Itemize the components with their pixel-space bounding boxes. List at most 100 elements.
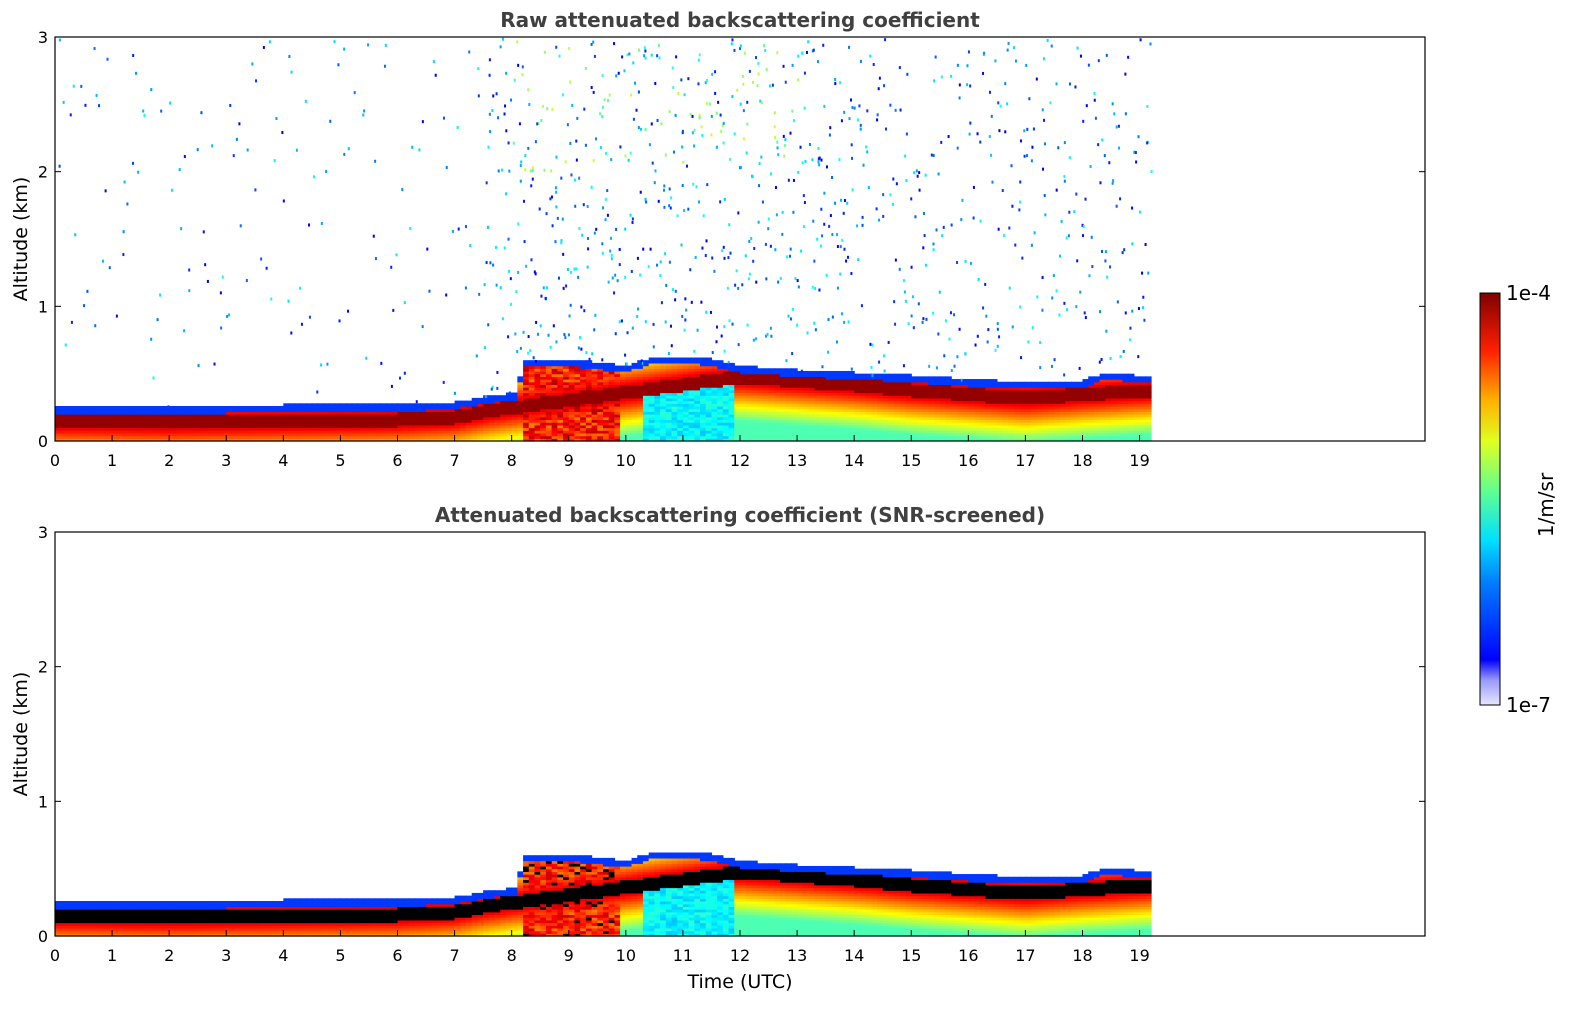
heatmap-cell — [545, 438, 553, 442]
heatmap-cell — [882, 389, 890, 394]
heatmap-cell — [728, 379, 735, 383]
heatmap-cell — [357, 411, 364, 415]
noise-speck — [590, 185, 593, 189]
noise-speck — [669, 206, 672, 210]
heatmap-cell — [483, 414, 490, 418]
noise-speck — [639, 190, 642, 194]
heatmap-cell — [311, 414, 319, 418]
heatmap-cell — [386, 411, 393, 415]
noise-speck — [570, 173, 573, 177]
heatmap-cell — [169, 438, 176, 442]
heatmap-cell — [648, 414, 655, 418]
heatmap-cell — [751, 392, 758, 396]
heatmap-cell — [563, 387, 570, 391]
heatmap-cell — [403, 411, 410, 415]
heatmap-cell — [774, 373, 781, 377]
noise-speck — [761, 200, 764, 204]
noise-speck — [972, 216, 975, 220]
heatmap-cell — [865, 395, 872, 399]
heatmap-cell — [1065, 422, 1072, 426]
heatmap-cell — [1111, 414, 1118, 418]
heatmap-cell — [660, 419, 667, 423]
heatmap-cell — [888, 427, 895, 431]
heatmap-cell — [665, 360, 673, 364]
noise-speck — [411, 145, 414, 149]
heatmap-cell — [357, 414, 364, 418]
heatmap-cell — [563, 411, 570, 415]
heatmap-cell — [300, 430, 307, 434]
heatmap-cell — [905, 416, 912, 421]
heatmap-cell — [757, 419, 764, 423]
heatmap-cell — [374, 424, 381, 429]
heatmap-cell — [779, 430, 787, 434]
heatmap-cell — [831, 384, 838, 388]
heatmap-cell — [877, 430, 884, 434]
heatmap-cell — [762, 395, 770, 399]
noise-speck — [534, 272, 537, 276]
noise-speck — [504, 104, 507, 108]
noise-speck — [949, 311, 952, 315]
heatmap-cell — [306, 430, 313, 434]
heatmap-cell — [768, 405, 775, 410]
noise-speck — [227, 313, 230, 317]
heatmap-cell — [568, 365, 576, 369]
heatmap-cell — [60, 414, 68, 418]
heatmap-cell — [220, 432, 227, 437]
heatmap-cell — [637, 379, 644, 383]
heatmap-cell — [825, 408, 832, 412]
heatmap-cell — [791, 403, 798, 407]
heatmap-cell — [797, 424, 804, 429]
heatmap-cell — [956, 395, 964, 399]
heatmap-cell — [334, 424, 342, 429]
heatmap-cell — [631, 414, 638, 418]
heatmap-cell — [677, 357, 684, 361]
heatmap-cell — [1122, 400, 1129, 404]
heatmap-cell — [1116, 381, 1124, 386]
noise-speck — [1031, 145, 1034, 149]
noise-speck — [821, 234, 824, 238]
heatmap-cell — [603, 414, 610, 418]
heatmap-cell — [300, 416, 307, 421]
heatmap-cell — [774, 438, 781, 442]
noise-speck — [898, 66, 901, 70]
heatmap-cell — [905, 384, 912, 388]
heatmap-cell — [254, 419, 262, 423]
heatmap-cell — [814, 416, 821, 421]
noise-speck — [581, 233, 584, 237]
heatmap-cell — [934, 419, 941, 423]
heatmap-cell — [528, 424, 536, 429]
noise-speck — [693, 349, 696, 353]
noise-speck — [822, 43, 825, 47]
heatmap-cell — [134, 419, 142, 423]
heatmap-cell — [591, 373, 598, 377]
noise-speck — [821, 365, 824, 369]
heatmap-cell — [1008, 387, 1015, 391]
noise-speck — [702, 214, 705, 218]
noise-speck — [985, 314, 988, 318]
heatmap-cell — [226, 416, 233, 421]
heatmap-cell — [705, 357, 713, 361]
heatmap-cell — [231, 424, 239, 429]
heatmap-cell — [1116, 424, 1124, 429]
noise-speck — [848, 117, 851, 121]
heatmap-cell — [728, 405, 735, 410]
heatmap-cell — [728, 422, 735, 426]
heatmap-cell — [55, 419, 62, 423]
noise-speck — [1063, 179, 1066, 183]
noise-speck — [956, 261, 959, 265]
heatmap-cell — [186, 430, 193, 434]
heatmap-cell — [734, 381, 741, 386]
noise-speck — [1011, 204, 1014, 208]
heatmap-cell — [768, 381, 775, 386]
heatmap-cell — [1088, 424, 1095, 429]
heatmap-cell — [597, 384, 604, 388]
noise-speck — [221, 275, 224, 279]
heatmap-cell — [757, 422, 764, 426]
heatmap-cell — [123, 438, 130, 442]
heatmap-cell — [112, 419, 119, 423]
heatmap-cell — [226, 432, 233, 437]
heatmap-cell — [745, 400, 753, 404]
heatmap-cell — [1065, 419, 1072, 423]
noise-speck — [940, 140, 943, 144]
noise-speck — [894, 258, 897, 262]
